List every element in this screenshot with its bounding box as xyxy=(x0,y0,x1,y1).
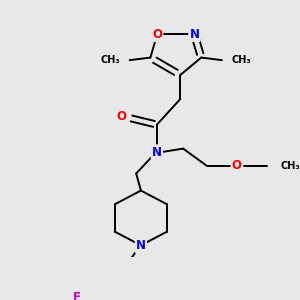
Text: N: N xyxy=(152,146,162,158)
Text: CH₃: CH₃ xyxy=(231,55,251,65)
Text: N: N xyxy=(136,239,146,252)
Text: CH₃: CH₃ xyxy=(101,55,120,65)
Text: CH₃: CH₃ xyxy=(280,161,300,171)
Text: O: O xyxy=(232,159,242,172)
Text: F: F xyxy=(73,291,81,300)
Text: O: O xyxy=(152,28,162,41)
Text: O: O xyxy=(116,110,126,123)
Text: N: N xyxy=(189,28,200,41)
